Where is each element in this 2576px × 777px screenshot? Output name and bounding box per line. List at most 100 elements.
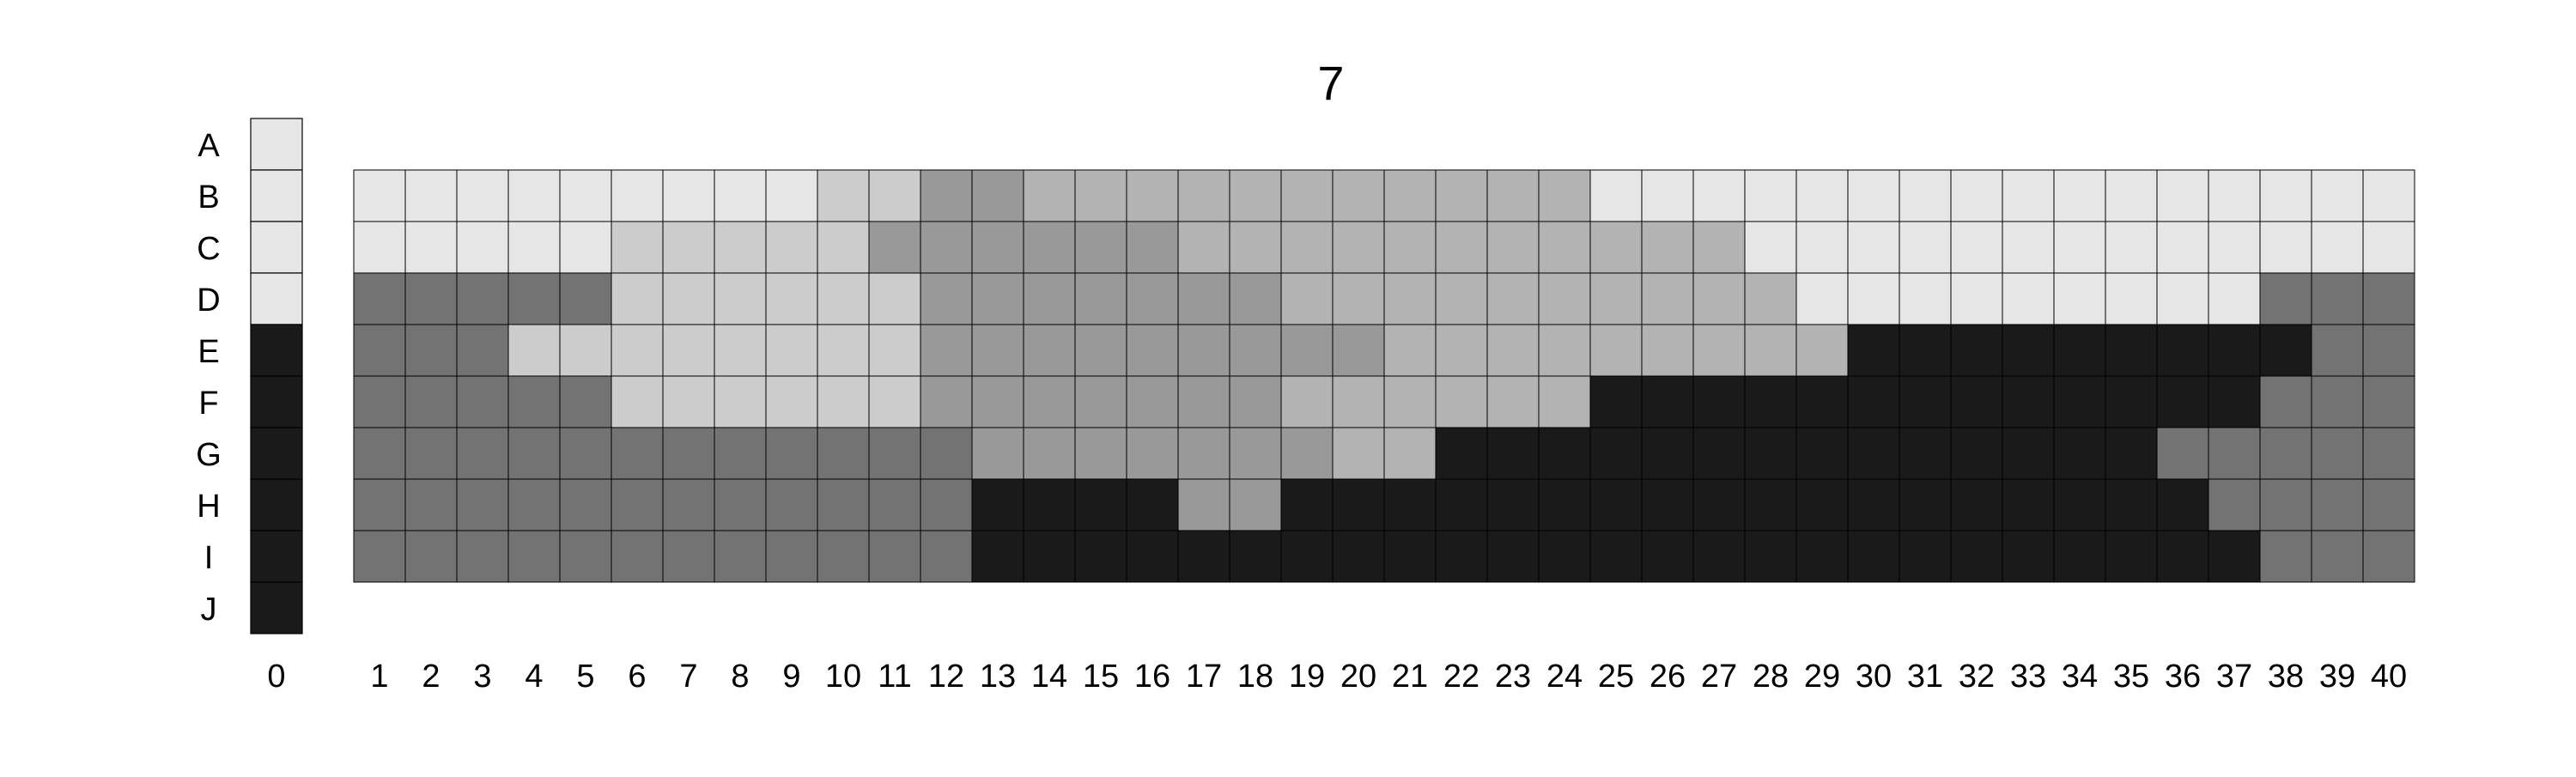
- cell-e-16: [1126, 324, 1179, 377]
- cell-g-37: [2208, 427, 2261, 480]
- column-label-7: 7: [679, 659, 697, 695]
- cell-f-27: [1692, 375, 1746, 428]
- cell-i-1: [353, 530, 406, 583]
- cell-h-17: [1177, 478, 1230, 531]
- column-label-14: 14: [1031, 659, 1067, 695]
- cell-c-13: [971, 221, 1024, 274]
- cell-c-5: [559, 221, 612, 274]
- cell-f-9: [765, 375, 818, 428]
- row-label-d: D: [197, 282, 220, 319]
- cell-i-7: [662, 530, 715, 583]
- cell-f-24: [1538, 375, 1591, 428]
- column-label-13: 13: [980, 659, 1016, 695]
- cell-c-17: [1177, 221, 1230, 274]
- cell-f-37: [2208, 375, 2261, 428]
- cell-b-29: [1795, 169, 1849, 222]
- cell-h-19: [1280, 478, 1334, 531]
- cell-h-20: [1332, 478, 1385, 531]
- key-cell-e: [250, 324, 303, 377]
- cell-g-36: [2156, 427, 2209, 480]
- cell-g-27: [1692, 427, 1746, 480]
- column-label-23: 23: [1495, 659, 1531, 695]
- cell-g-21: [1383, 427, 1437, 480]
- cell-g-20: [1332, 427, 1385, 480]
- key-cell-a: [250, 118, 303, 171]
- key-cell-b: [250, 169, 303, 222]
- column-label-21: 21: [1392, 659, 1428, 695]
- cell-h-32: [1950, 478, 2003, 531]
- cell-g-4: [507, 427, 561, 480]
- cell-i-31: [1899, 530, 1952, 583]
- cell-c-23: [1486, 221, 1540, 274]
- cell-g-7: [662, 427, 715, 480]
- heatmap-grid: [353, 169, 2415, 583]
- cell-g-6: [611, 427, 664, 480]
- cell-i-22: [1435, 530, 1488, 583]
- cell-c-31: [1899, 221, 1952, 274]
- cell-h-12: [920, 478, 973, 531]
- cell-h-21: [1383, 478, 1437, 531]
- cell-g-39: [2311, 427, 2364, 480]
- row-label-a: A: [197, 128, 220, 164]
- cell-d-6: [611, 272, 664, 325]
- cell-c-30: [1847, 221, 1900, 274]
- cell-f-30: [1847, 375, 1900, 428]
- cell-b-14: [1023, 169, 1076, 222]
- column-label-5: 5: [576, 659, 594, 695]
- cell-d-31: [1899, 272, 1952, 325]
- cell-g-10: [817, 427, 870, 480]
- cell-i-26: [1641, 530, 1694, 583]
- cell-e-30: [1847, 324, 1900, 377]
- cell-d-27: [1692, 272, 1746, 325]
- cell-i-33: [2002, 530, 2055, 583]
- column-label-28: 28: [1753, 659, 1789, 695]
- cell-b-31: [1899, 169, 1952, 222]
- cell-g-5: [559, 427, 612, 480]
- cell-h-1: [353, 478, 406, 531]
- cell-g-13: [971, 427, 1024, 480]
- cell-e-15: [1074, 324, 1127, 377]
- cell-d-9: [765, 272, 818, 325]
- cell-e-38: [2259, 324, 2312, 377]
- cell-i-16: [1126, 530, 1179, 583]
- column-label-17: 17: [1186, 659, 1222, 695]
- cell-b-40: [2362, 169, 2415, 222]
- cell-b-30: [1847, 169, 1900, 222]
- column-label-2: 2: [422, 659, 440, 695]
- cell-h-18: [1229, 478, 1282, 531]
- cell-i-38: [2259, 530, 2312, 583]
- cell-e-27: [1692, 324, 1746, 377]
- cell-e-18: [1229, 324, 1282, 377]
- cell-i-30: [1847, 530, 1900, 583]
- cell-i-27: [1692, 530, 1746, 583]
- cell-c-3: [456, 221, 509, 274]
- cell-b-17: [1177, 169, 1230, 222]
- cell-f-15: [1074, 375, 1127, 428]
- cell-g-23: [1486, 427, 1540, 480]
- cell-e-10: [817, 324, 870, 377]
- cell-i-40: [2362, 530, 2415, 583]
- cell-i-6: [611, 530, 664, 583]
- cell-g-30: [1847, 427, 1900, 480]
- cell-e-13: [971, 324, 1024, 377]
- cell-c-26: [1641, 221, 1694, 274]
- cell-g-15: [1074, 427, 1127, 480]
- cell-b-22: [1435, 169, 1488, 222]
- cell-f-32: [1950, 375, 2003, 428]
- cell-g-38: [2259, 427, 2312, 480]
- column-label-1: 1: [370, 659, 388, 695]
- column-label-26: 26: [1649, 659, 1686, 695]
- cell-d-11: [868, 272, 921, 325]
- cell-c-16: [1126, 221, 1179, 274]
- cell-d-18: [1229, 272, 1282, 325]
- cell-g-35: [2105, 427, 2158, 480]
- cell-e-14: [1023, 324, 1076, 377]
- cell-h-5: [559, 478, 612, 531]
- cell-d-19: [1280, 272, 1334, 325]
- cell-f-10: [817, 375, 870, 428]
- column-label-16: 16: [1134, 659, 1170, 695]
- cell-c-22: [1435, 221, 1488, 274]
- cell-c-4: [507, 221, 561, 274]
- cell-e-26: [1641, 324, 1694, 377]
